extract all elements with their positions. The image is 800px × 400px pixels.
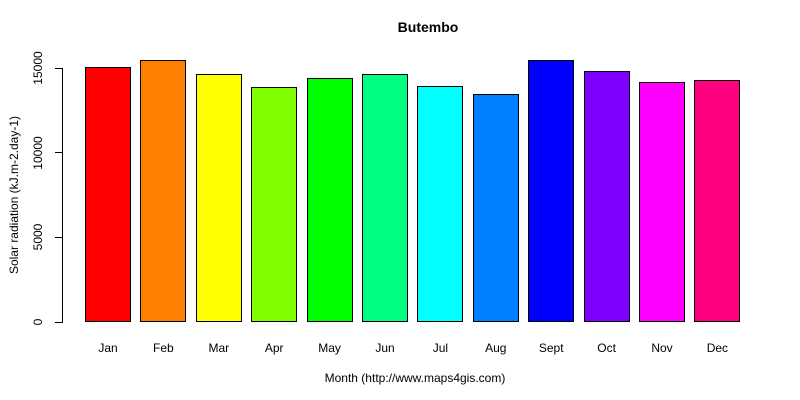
y-tick-10000 <box>55 152 62 154</box>
x-tick-label-jul: Jul <box>432 341 449 355</box>
y-tick-label-0: 0 <box>31 318 45 326</box>
x-tick-label-nov: Nov <box>651 341 673 355</box>
y-tick-label-15000: 15000 <box>31 51 45 85</box>
bar-oct <box>583 71 630 322</box>
bar-jan <box>85 67 131 322</box>
bar-dec <box>694 79 741 322</box>
bar-sept <box>528 59 575 322</box>
y-tick-0 <box>55 321 62 323</box>
bar-mar <box>195 73 242 322</box>
x-tick-label-apr: Apr <box>264 341 284 355</box>
x-tick-label-dec: Dec <box>706 341 729 355</box>
bar-aug <box>472 94 519 322</box>
y-tick-15000 <box>55 67 62 69</box>
x-tick-label-oct: Oct <box>597 341 616 355</box>
bar-apr <box>251 86 298 322</box>
chart-title: Butembo <box>397 19 459 35</box>
y-tick-5000 <box>55 236 62 238</box>
x-tick-label-mar: Mar <box>208 341 230 355</box>
bar-may <box>306 78 353 322</box>
y-axis-label: Solar radiation (kJ.m-2.day-1) <box>7 115 21 275</box>
x-axis-title: Month (http://www.maps4gis.com) <box>324 371 506 385</box>
x-tick-label-feb: Feb <box>153 341 174 355</box>
x-tick-label-sept: Sept <box>538 341 564 355</box>
bar-feb <box>140 59 187 322</box>
x-tick-label-aug: Aug <box>485 341 507 355</box>
bar-jun <box>362 73 408 322</box>
x-tick-label-may: May <box>318 341 341 355</box>
y-axis-line <box>62 68 63 323</box>
x-tick-label-jan: Jan <box>98 341 118 355</box>
x-tick-label-jun: Jun <box>375 341 395 355</box>
y-tick-label-5000: 5000 <box>31 223 45 251</box>
bar-nov <box>639 82 685 322</box>
y-tick-label-10000: 10000 <box>31 135 45 170</box>
bar-jul <box>417 85 464 322</box>
